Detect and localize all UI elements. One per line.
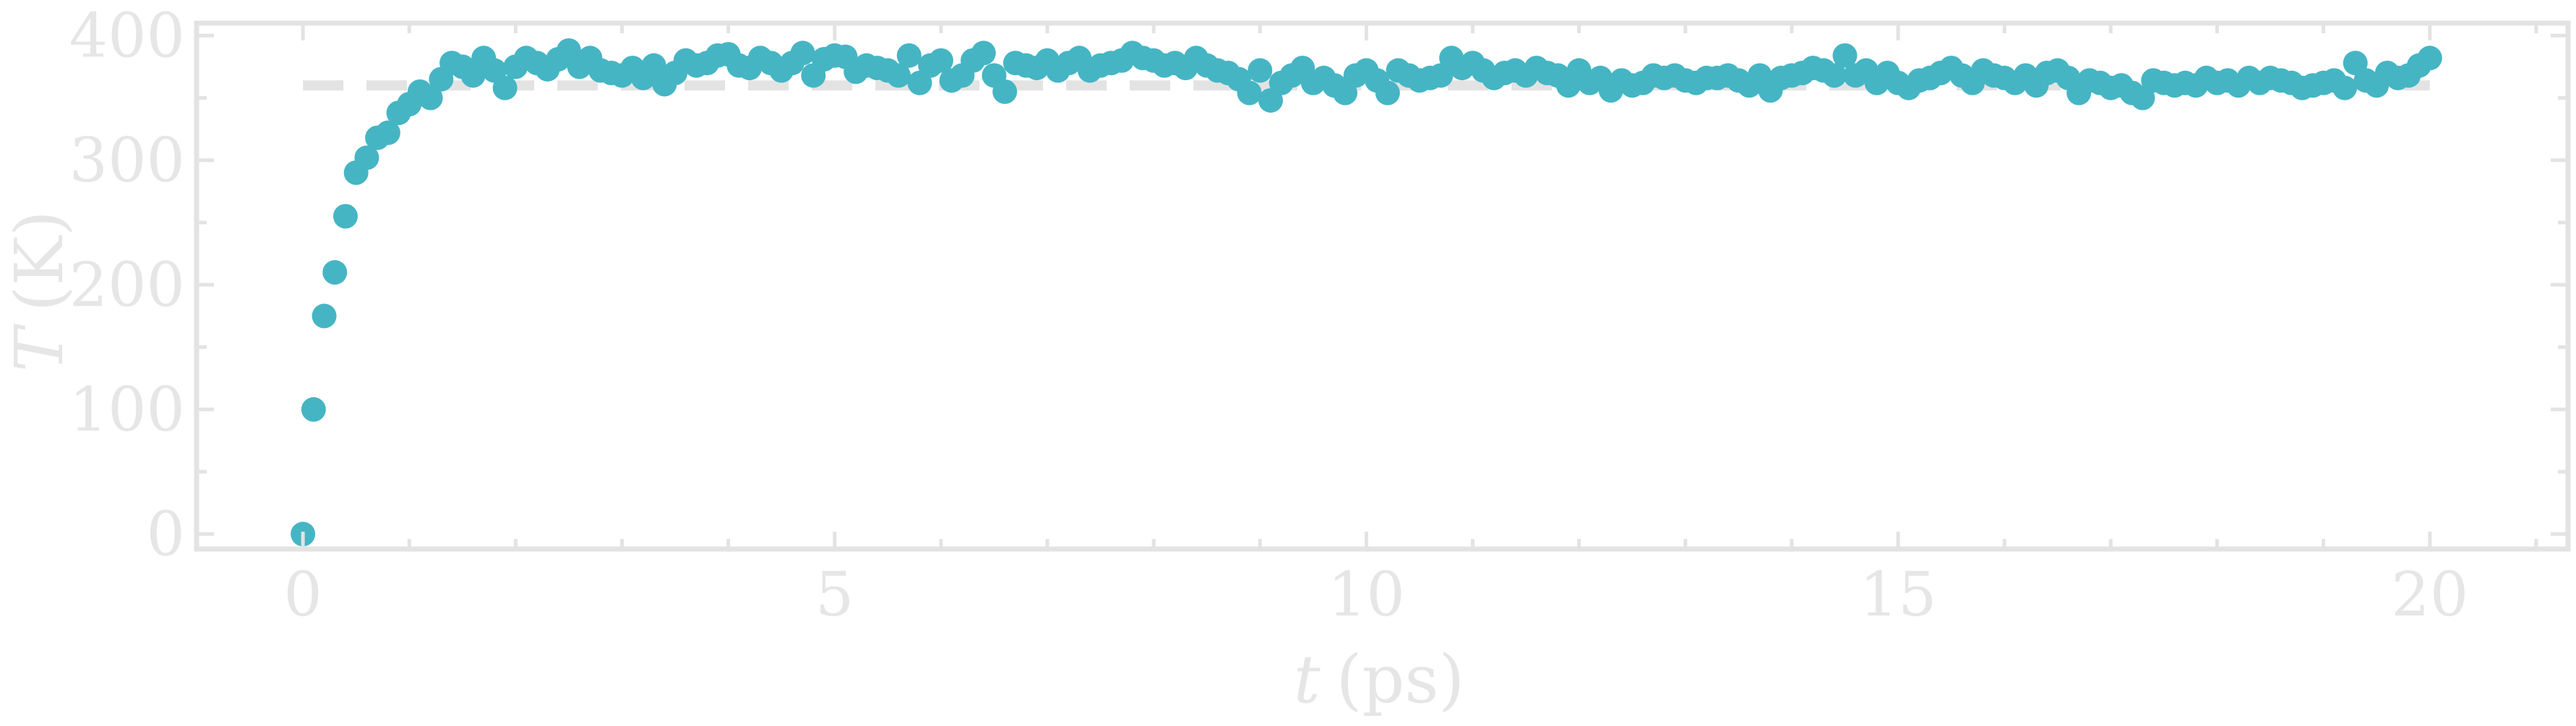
y-axis-label: T (K) bbox=[1, 210, 78, 372]
data-point bbox=[332, 204, 358, 229]
data-point bbox=[790, 40, 815, 66]
data-point bbox=[301, 397, 326, 422]
data-point bbox=[418, 85, 443, 111]
data-point bbox=[1821, 63, 1847, 88]
y-tick-labels: 0 100 200 300 400 bbox=[69, 0, 185, 569]
y-axis-unit: (K) bbox=[1, 210, 78, 312]
data-point bbox=[928, 48, 953, 73]
data-point bbox=[375, 120, 400, 145]
data-point bbox=[2332, 75, 2358, 100]
y-tick-label: 0 bbox=[147, 498, 185, 569]
data-point bbox=[1237, 80, 1262, 105]
data-point bbox=[1832, 43, 1858, 68]
x-axis-variable: t bbox=[1294, 641, 1321, 718]
data-point bbox=[1375, 80, 1400, 105]
x-tick-label: 20 bbox=[2391, 559, 2468, 630]
x-tick-label: 5 bbox=[815, 559, 854, 630]
data-point bbox=[492, 75, 518, 100]
x-tick-labels: 0 5 10 15 20 bbox=[283, 559, 2468, 630]
data-point bbox=[354, 145, 379, 170]
y-tick-label: 100 bbox=[69, 374, 185, 445]
data-point bbox=[1248, 58, 1273, 83]
x-tick-label: 0 bbox=[283, 559, 322, 630]
data-point bbox=[971, 40, 996, 66]
x-tick-label: 15 bbox=[1860, 559, 1937, 630]
data-point bbox=[886, 63, 911, 88]
y-tick-label: 300 bbox=[69, 125, 185, 196]
ticks-layer bbox=[197, 23, 2568, 549]
x-tick-label: 10 bbox=[1328, 559, 1405, 630]
y-tick-label: 400 bbox=[69, 0, 185, 71]
y-axis-variable: T bbox=[1, 324, 78, 372]
scatter-points-layer bbox=[291, 38, 2442, 547]
y-tick-label: 200 bbox=[69, 249, 185, 320]
data-point bbox=[2417, 46, 2442, 71]
data-point bbox=[896, 43, 922, 68]
x-axis-label: t (ps) bbox=[1294, 641, 1465, 718]
data-point bbox=[992, 79, 1018, 104]
data-point bbox=[312, 303, 337, 329]
data-point bbox=[322, 260, 348, 285]
data-point bbox=[641, 53, 666, 78]
x-axis-unit: (ps) bbox=[1336, 641, 1465, 718]
